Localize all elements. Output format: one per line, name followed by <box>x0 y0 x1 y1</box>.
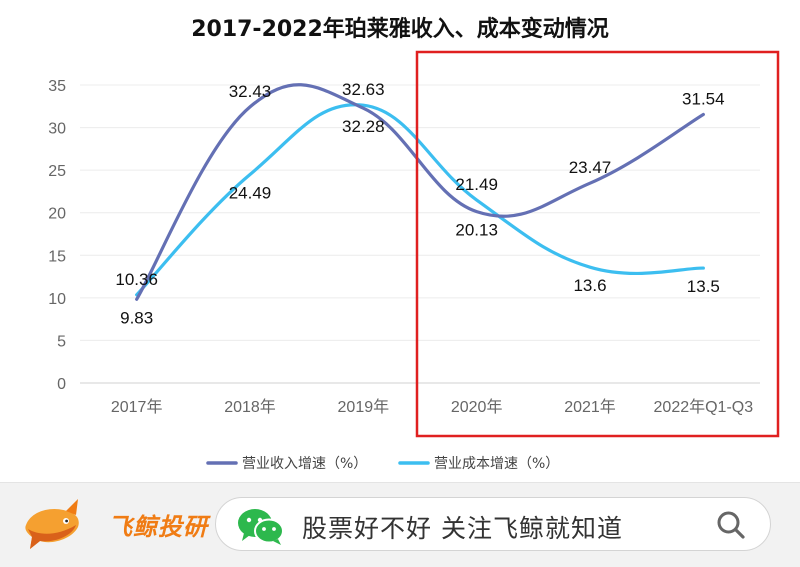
x-axis-ticks: 2017年 2018年 2019年 2020年 2021年 2022年Q1-Q3 <box>111 398 753 416</box>
highlight-box <box>415 50 780 438</box>
y-tick-label: 35 <box>48 78 66 95</box>
footer-banner: 飞鲸投研 股票好不好 关注飞鲸就知道 <box>0 482 800 567</box>
whale-logo-icon <box>25 499 79 549</box>
y-axis-ticks: 0 5 10 15 20 25 30 35 <box>48 78 66 393</box>
grid-lines <box>80 84 760 384</box>
search-icon[interactable] <box>716 510 746 540</box>
legend-label: 营业收入增速（%） <box>242 456 367 472</box>
wechat-icon <box>238 509 284 545</box>
x-tick-label: 2017年 <box>111 398 163 416</box>
series-line-1 <box>135 103 705 297</box>
chart-title: 2017-2022年珀莱雅收入、成本变动情况 <box>191 16 609 42</box>
search-bar[interactable]: 股票好不好 关注飞鲸就知道 <box>215 497 771 551</box>
legend-label: 营业成本增速（%） <box>434 456 559 472</box>
series-lines <box>135 83 705 301</box>
search-text: 股票好不好 关注飞鲸就知道 <box>302 514 623 543</box>
x-tick-label: 2020年 <box>451 398 503 416</box>
series-line-0 <box>135 83 705 301</box>
y-tick-label: 15 <box>48 248 66 265</box>
y-tick-label: 0 <box>57 376 66 393</box>
data-labels: 9.83 32.43 32.28 20.13 23.47 31.54 10.36 24.49 3… <box>115 80 724 327</box>
y-tick-label: 25 <box>48 163 66 180</box>
data-label: 21.49 <box>455 175 498 194</box>
brand-logo[interactable]: 飞鲸投研 <box>22 495 212 555</box>
x-tick-label: 2019年 <box>338 398 390 416</box>
data-label: 24.49 <box>229 183 272 202</box>
data-label: 32.63 <box>342 80 385 99</box>
data-label: 9.83 <box>120 308 153 327</box>
data-label: 20.13 <box>455 221 498 240</box>
y-tick-label: 20 <box>48 206 66 223</box>
line-chart: 2017-2022年珀莱雅收入、成本变动情况 0 5 10 15 20 25 30 35 20… <box>48 16 780 472</box>
brand-name: 飞鲸投研 <box>108 513 208 541</box>
y-tick-label: 10 <box>48 291 66 308</box>
data-label: 13.6 <box>573 276 606 295</box>
x-tick-label: 2021年 <box>564 398 616 416</box>
data-label: 13.5 <box>687 277 720 296</box>
data-label: 32.43 <box>229 82 272 101</box>
data-label: 23.47 <box>569 158 612 177</box>
y-tick-label: 30 <box>48 121 66 138</box>
y-tick-label: 5 <box>57 333 66 350</box>
data-label: 31.54 <box>682 89 725 108</box>
x-tick-label: 2018年 <box>224 398 276 416</box>
x-tick-label: 2022年Q1-Q3 <box>654 398 754 416</box>
data-label: 32.28 <box>342 117 385 136</box>
legend: 营业收入增速（%） 营业成本增速（%） <box>206 456 559 472</box>
data-label: 10.36 <box>115 270 158 289</box>
